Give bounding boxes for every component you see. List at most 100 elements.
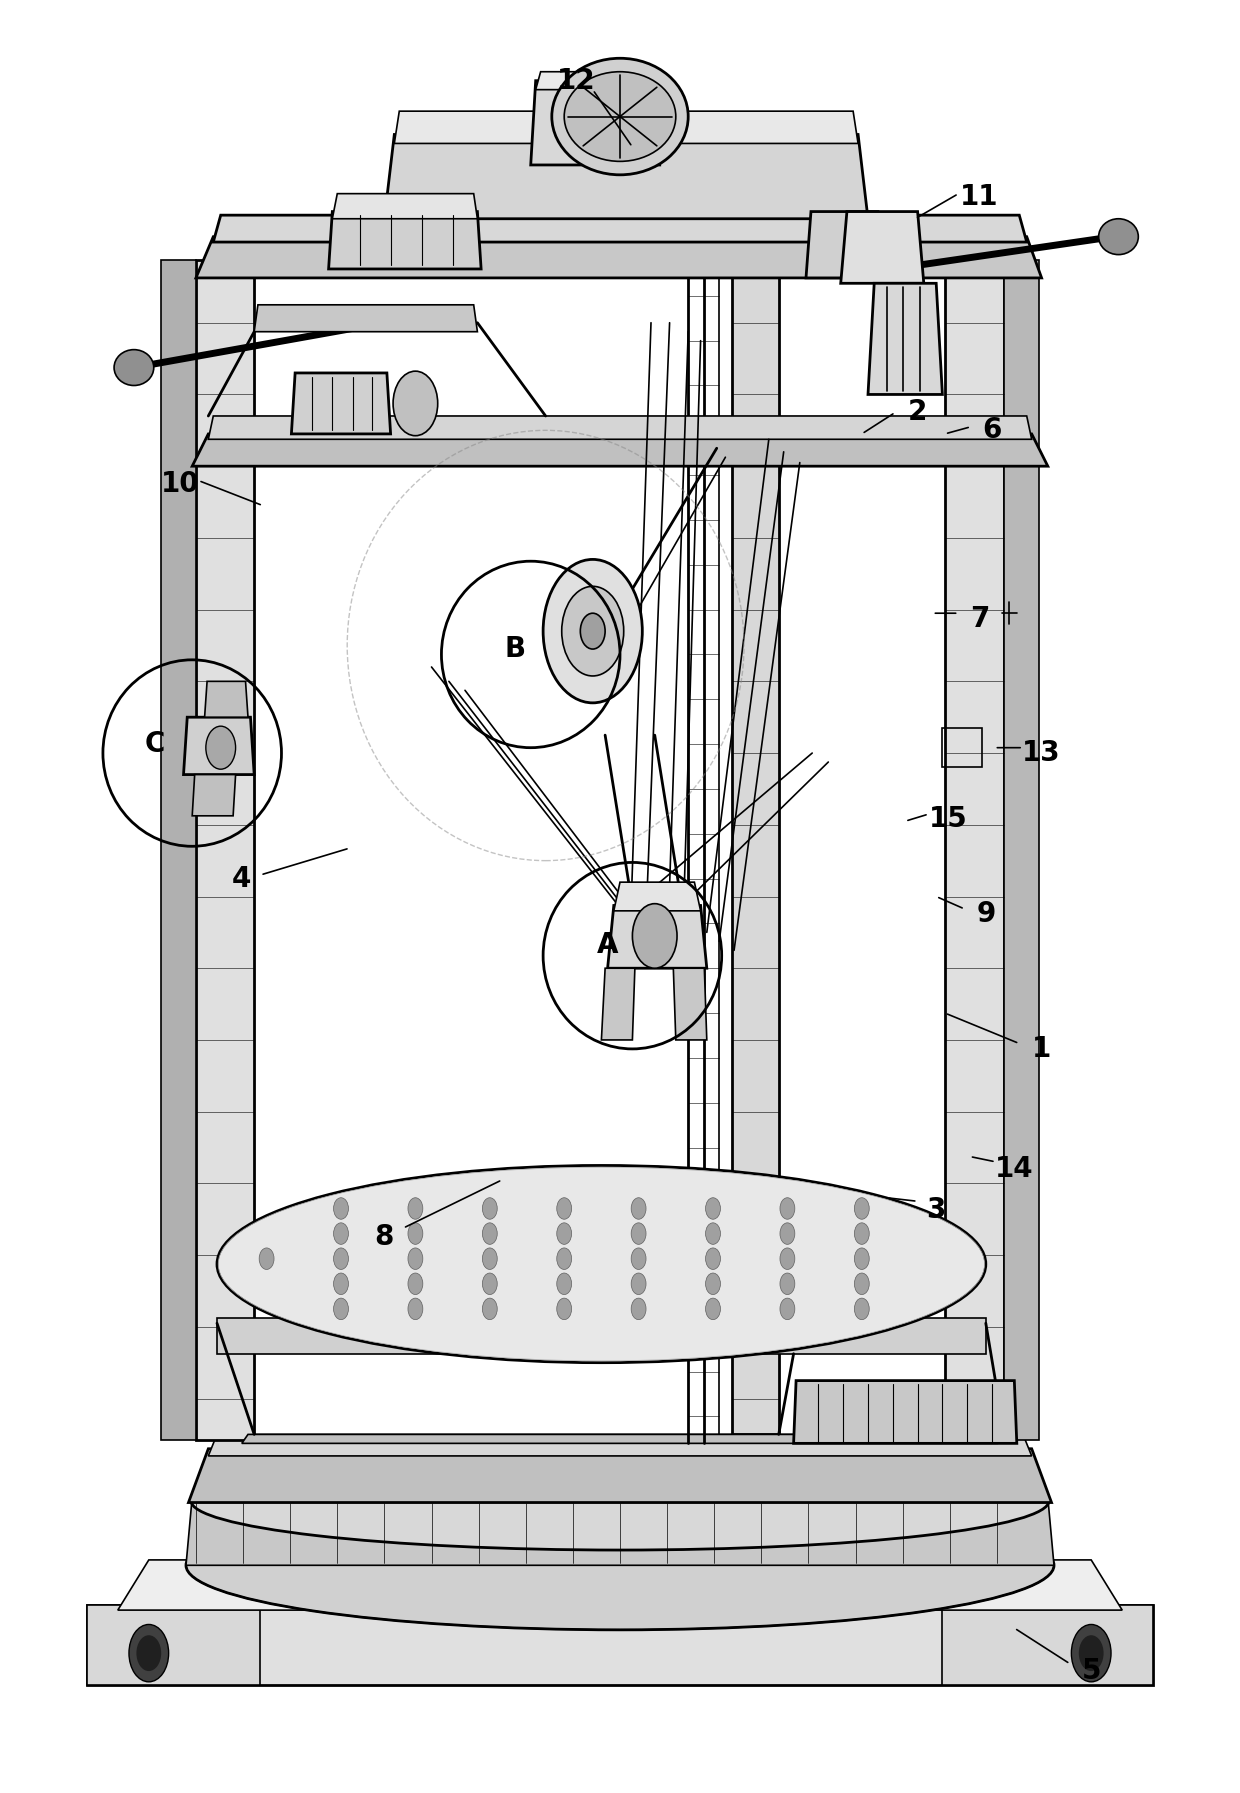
Circle shape	[334, 1273, 348, 1295]
Polygon shape	[205, 681, 248, 717]
Ellipse shape	[552, 57, 688, 176]
Circle shape	[482, 1198, 497, 1219]
Circle shape	[780, 1223, 795, 1244]
Text: B: B	[503, 635, 526, 663]
Circle shape	[562, 586, 624, 676]
Text: A: A	[596, 931, 619, 959]
Circle shape	[580, 613, 605, 649]
Polygon shape	[531, 81, 660, 165]
Circle shape	[393, 371, 438, 436]
Text: 7: 7	[970, 604, 990, 633]
Polygon shape	[794, 1381, 1017, 1443]
Circle shape	[557, 1248, 572, 1269]
Circle shape	[854, 1298, 869, 1320]
Text: 14: 14	[994, 1155, 1034, 1183]
Text: 9: 9	[976, 900, 996, 929]
Polygon shape	[868, 283, 942, 394]
Circle shape	[129, 1624, 169, 1682]
Circle shape	[854, 1248, 869, 1269]
Polygon shape	[673, 968, 707, 1040]
Circle shape	[482, 1248, 497, 1269]
Text: 1: 1	[1032, 1035, 1052, 1063]
Polygon shape	[942, 1605, 1153, 1685]
Polygon shape	[87, 1605, 260, 1685]
Polygon shape	[329, 212, 481, 269]
Polygon shape	[118, 1560, 1122, 1610]
Polygon shape	[394, 111, 858, 143]
Circle shape	[854, 1198, 869, 1219]
Circle shape	[854, 1273, 869, 1295]
Ellipse shape	[1099, 219, 1138, 255]
Text: 2: 2	[908, 398, 928, 427]
Text: 15: 15	[929, 805, 968, 834]
Ellipse shape	[191, 1452, 1049, 1549]
Polygon shape	[208, 1434, 1032, 1456]
Circle shape	[557, 1273, 572, 1295]
Polygon shape	[332, 194, 477, 219]
Polygon shape	[213, 215, 1027, 242]
Polygon shape	[87, 1605, 1153, 1685]
Polygon shape	[196, 260, 254, 1440]
Circle shape	[706, 1273, 720, 1295]
Circle shape	[259, 1248, 274, 1269]
Circle shape	[482, 1273, 497, 1295]
Circle shape	[543, 559, 642, 703]
Circle shape	[408, 1198, 423, 1219]
Polygon shape	[384, 134, 868, 219]
Circle shape	[706, 1198, 720, 1219]
Polygon shape	[196, 237, 1042, 278]
Text: 11: 11	[960, 183, 999, 212]
Polygon shape	[192, 775, 236, 816]
Text: 5: 5	[1081, 1657, 1101, 1685]
Ellipse shape	[114, 350, 154, 385]
Circle shape	[706, 1248, 720, 1269]
Polygon shape	[806, 212, 883, 278]
Polygon shape	[601, 968, 635, 1040]
Circle shape	[136, 1635, 161, 1671]
Ellipse shape	[564, 72, 676, 161]
Text: C: C	[145, 730, 165, 758]
Circle shape	[780, 1248, 795, 1269]
Circle shape	[557, 1223, 572, 1244]
Circle shape	[482, 1223, 497, 1244]
Polygon shape	[732, 260, 779, 1434]
Circle shape	[482, 1298, 497, 1320]
Text: 12: 12	[557, 66, 596, 95]
Circle shape	[780, 1198, 795, 1219]
Text: 3: 3	[926, 1196, 946, 1225]
Polygon shape	[208, 416, 1032, 439]
Polygon shape	[161, 260, 196, 1440]
Polygon shape	[536, 72, 655, 90]
Ellipse shape	[186, 1501, 1054, 1630]
Polygon shape	[192, 434, 1048, 466]
Text: 13: 13	[1022, 739, 1061, 767]
Circle shape	[206, 726, 236, 769]
Circle shape	[780, 1298, 795, 1320]
Polygon shape	[291, 373, 391, 434]
Circle shape	[334, 1298, 348, 1320]
Polygon shape	[614, 882, 701, 911]
Text: 4: 4	[232, 864, 252, 893]
Circle shape	[1079, 1635, 1104, 1671]
Circle shape	[557, 1298, 572, 1320]
Circle shape	[334, 1223, 348, 1244]
Circle shape	[632, 904, 677, 968]
Polygon shape	[945, 260, 1004, 1440]
Circle shape	[706, 1298, 720, 1320]
Polygon shape	[608, 905, 707, 968]
Circle shape	[631, 1223, 646, 1244]
Polygon shape	[242, 1434, 998, 1443]
Polygon shape	[254, 305, 477, 332]
Circle shape	[408, 1248, 423, 1269]
Circle shape	[557, 1198, 572, 1219]
Circle shape	[408, 1223, 423, 1244]
Circle shape	[334, 1248, 348, 1269]
Polygon shape	[841, 212, 924, 283]
Polygon shape	[186, 1497, 1054, 1565]
Text: 6: 6	[982, 416, 1002, 445]
Polygon shape	[217, 1318, 986, 1354]
Ellipse shape	[217, 1165, 986, 1363]
Circle shape	[631, 1273, 646, 1295]
Circle shape	[631, 1198, 646, 1219]
Circle shape	[334, 1198, 348, 1219]
